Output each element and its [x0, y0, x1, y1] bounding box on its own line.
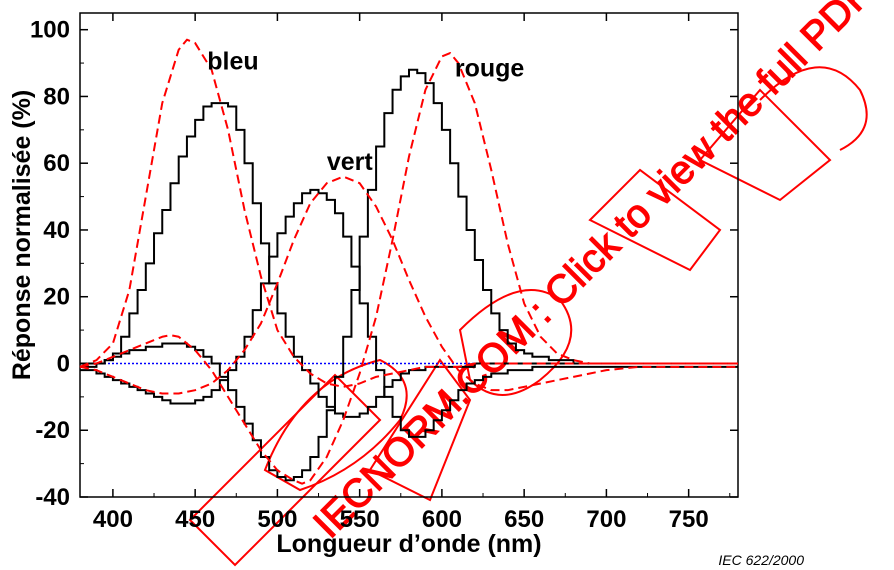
x-tick-label: 450	[175, 506, 215, 533]
y-tick-label: -40	[35, 484, 70, 511]
series-label-vert: vert	[327, 148, 374, 176]
x-tick-label: 600	[422, 506, 462, 533]
watermark: IECNORM.COM : Click to view the full PDF…	[190, 0, 894, 565]
x-tick-label: 400	[93, 506, 133, 533]
x-tick-label: 550	[340, 506, 380, 533]
x-tick-label: 500	[257, 506, 297, 533]
step-series-line	[80, 103, 738, 417]
y-tick-label: 0	[57, 350, 70, 377]
watermark-text: IECNORM.COM : Click to view the full PDF…	[305, 0, 894, 546]
y-tick-label: 20	[43, 284, 70, 311]
y-tick-label: -20	[35, 417, 70, 444]
x-axis-title: Longueur d’onde (nm)	[276, 530, 541, 558]
y-tick-label: 80	[43, 83, 70, 110]
figure-reference: IEC 622/2000	[718, 552, 804, 568]
y-axis-title: Réponse normalisée (%)	[8, 90, 36, 380]
series-label-rouge: rouge	[455, 54, 525, 82]
y-tick-label: 100	[30, 17, 70, 44]
x-tick-label: 750	[669, 506, 709, 533]
y-tick-label: 60	[43, 150, 70, 177]
plot-area: -40 -20 0 20 40 60 80 100 400 450 500 550 600 650 700 7…	[8, 13, 804, 568]
series-label-bleu: bleu	[207, 48, 258, 76]
x-tick-label: 700	[586, 506, 626, 533]
x-tick-label: 650	[504, 506, 544, 533]
y-tick-label: 40	[43, 217, 70, 244]
